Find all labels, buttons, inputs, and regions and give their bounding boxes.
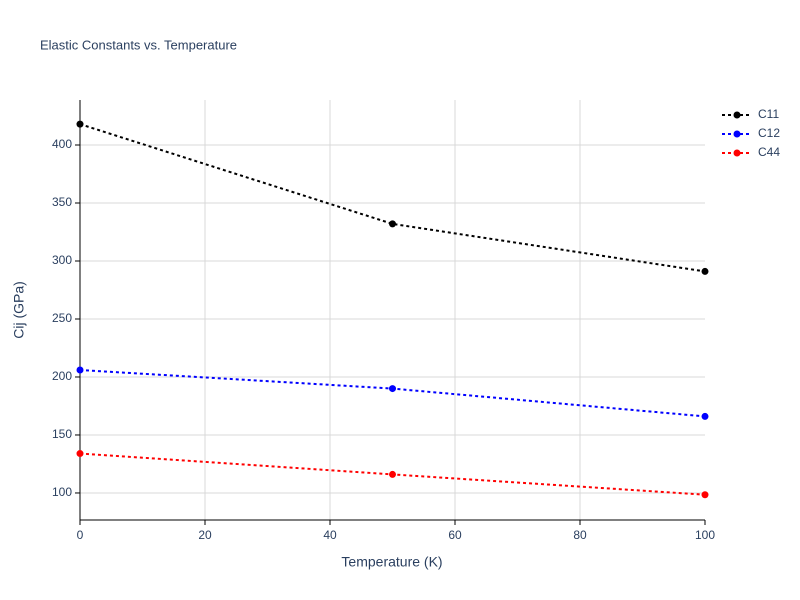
y-tick-label: 300: [52, 253, 72, 267]
data-point: [701, 267, 709, 275]
legend-marker: [733, 149, 741, 157]
y-tick-label: 400: [52, 137, 72, 151]
legend-marker: [733, 130, 741, 138]
legend-label: C12: [758, 126, 780, 140]
data-point: [701, 491, 709, 499]
x-tick-label: 20: [198, 528, 212, 542]
series-line: [79, 123, 706, 273]
legend-marker: [733, 111, 741, 119]
x-axis-label: Temperature (K): [341, 554, 442, 570]
data-point: [76, 120, 84, 128]
data-point: [389, 220, 396, 228]
y-axis-label: Cij (GPa): [11, 281, 27, 339]
x-tick-label: 100: [695, 528, 715, 542]
x-tick-label: 40: [323, 528, 337, 542]
data-point: [76, 366, 84, 374]
data-point: [389, 470, 396, 478]
chart-title: Elastic Constants vs. Temperature: [40, 37, 237, 52]
x-tick-label: 80: [573, 528, 587, 542]
data-point: [76, 450, 84, 458]
y-tick-label: 200: [52, 369, 72, 383]
legend-label: C44: [758, 145, 780, 159]
legend-label: C11: [758, 107, 779, 121]
x-tick-label: 0: [77, 528, 84, 542]
y-tick-label: 350: [52, 195, 72, 209]
y-tick-label: 150: [52, 427, 72, 441]
x-tick-label: 60: [448, 528, 462, 542]
data-point: [389, 385, 396, 393]
y-tick-label: 100: [52, 485, 72, 499]
data-point: [701, 412, 709, 420]
y-tick-label: 250: [52, 311, 72, 325]
